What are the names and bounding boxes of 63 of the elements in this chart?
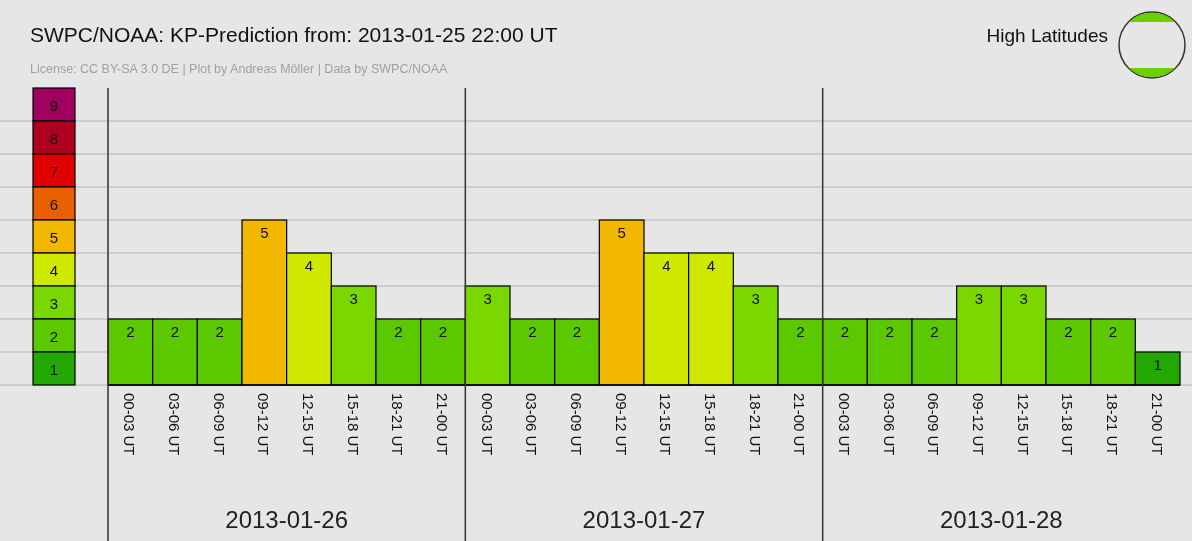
data-label: 3: [974, 290, 984, 307]
x-tick-label: 12-15 UT: [1014, 393, 1032, 456]
data-label: 2: [840, 323, 850, 340]
data-label: 8: [49, 129, 59, 147]
data-label: 2: [528, 323, 537, 340]
data-label: 2: [126, 323, 135, 340]
x-tick-label: 03-06 UT: [880, 393, 898, 456]
data-label: 3: [349, 290, 358, 307]
chart-title: SWPC/NOAA: KP-Prediction from: 2013-01-25 22:00 UT: [30, 23, 558, 46]
text: 2013-01-26: [225, 506, 349, 533]
x-tick-label: 00-03 UT: [836, 393, 853, 456]
x-tick-label: 09-12 UT: [970, 393, 987, 456]
data-label: 3: [483, 290, 492, 307]
data-label: 6: [49, 195, 59, 213]
x-tick-label: 09-12 UT: [255, 393, 273, 456]
x-tick-label: 09-12 UT: [612, 393, 630, 456]
data-label: 5: [260, 224, 269, 241]
data-label: 7: [49, 162, 59, 180]
x-tick-label: 06-09 UT: [568, 393, 585, 456]
x-tick-label: 18-21 UT: [389, 393, 407, 456]
x-tick-label: 15-18 UT: [1059, 393, 1077, 456]
data-label: 2: [49, 327, 59, 345]
data-label: 4: [662, 257, 671, 274]
x-tick-label: 00-03 UT: [478, 393, 496, 456]
data-label: 2: [796, 323, 805, 340]
x-tick-label: 12-15 UT: [300, 393, 317, 456]
data-label: 5: [617, 224, 626, 241]
text: 2013-01-27: [582, 506, 706, 533]
x-tick-label: 21-00 UT: [1148, 393, 1166, 456]
data-label: 2: [215, 323, 224, 340]
data-label: 2: [572, 323, 582, 340]
x-tick-label: 03-06 UT: [166, 393, 183, 456]
x-tick-label: 15-18 UT: [702, 393, 719, 456]
data-label: 2: [438, 323, 448, 340]
data-label: 1: [49, 360, 59, 378]
data-label: 2: [170, 323, 180, 340]
data-label: 3: [751, 290, 760, 307]
data-label: 3: [1019, 290, 1028, 307]
x-tick-label: 21-00 UT: [434, 393, 451, 456]
data-label: 9: [49, 96, 59, 114]
x-tick-label: 18-21 UT: [1104, 393, 1121, 456]
x-tick-label: 00-03 UT: [121, 393, 139, 456]
data-label: 5: [49, 228, 59, 246]
x-tick-label: 15-18 UT: [344, 393, 362, 456]
x-tick-label: 06-09 UT: [925, 393, 943, 456]
x-tick-label: 06-09 UT: [210, 393, 228, 456]
data-label: 2: [930, 323, 939, 340]
data-label: 4: [49, 261, 59, 279]
text: High Latitudes: [986, 25, 1108, 46]
data-label: 2: [885, 323, 894, 340]
x-tick-label: 21-00 UT: [791, 393, 809, 456]
text: 2013-01-28: [939, 506, 1063, 533]
data-label: 2: [1108, 323, 1118, 340]
data-label: 4: [304, 257, 314, 274]
data-label: 3: [49, 294, 59, 312]
x-tick-label: 18-21 UT: [746, 393, 764, 456]
x-tick-label: 12-15 UT: [657, 393, 675, 456]
data-label: 2: [394, 323, 403, 340]
x-tick-label: 03-06 UT: [523, 393, 541, 456]
data-label: 1: [1153, 356, 1162, 373]
data-label: 4: [706, 257, 716, 274]
chart-subtitle: License: CC BY-SA 3.0 DE | Plot by Andreas Möller | Data by SWPC/NOAA: [30, 62, 448, 76]
data-label: 2: [1064, 323, 1073, 340]
